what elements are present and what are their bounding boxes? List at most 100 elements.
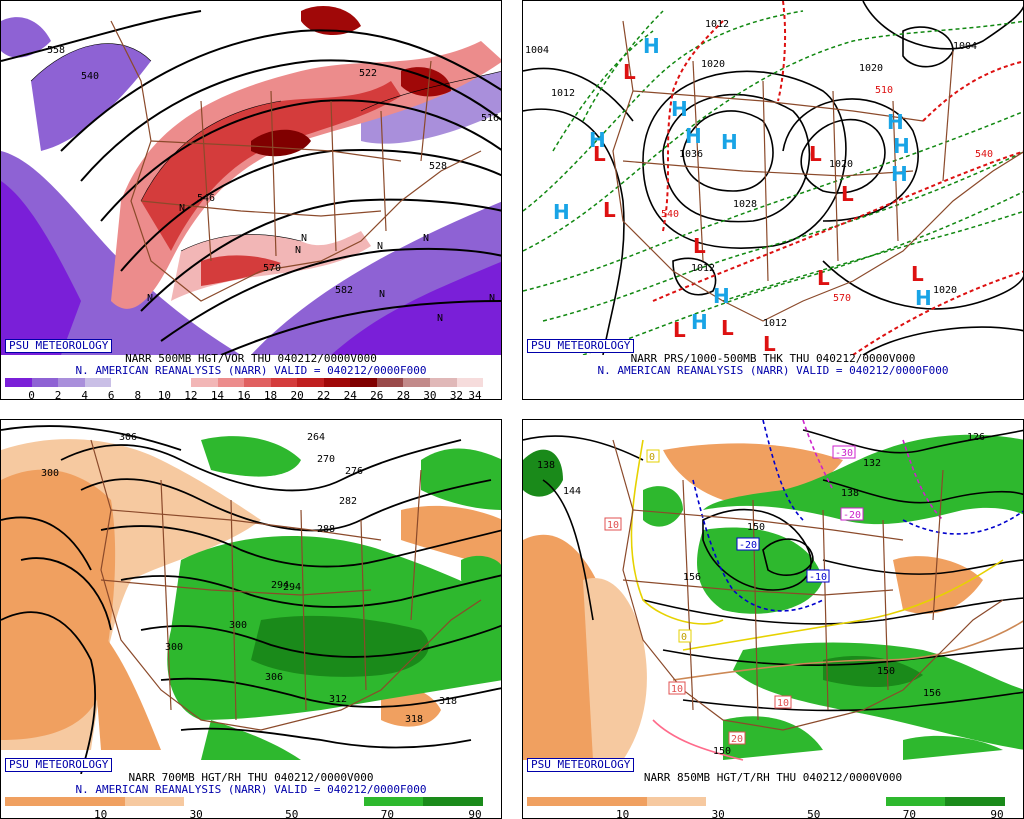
- colorbar-segment: [430, 378, 457, 387]
- caption-title: NARR 850MB HGT/T/RH THU 040212/0000V000: [643, 771, 903, 784]
- low-pressure-marker: L: [841, 182, 854, 206]
- temp-label: 0: [678, 629, 692, 643]
- high-pressure-marker: H: [887, 110, 904, 134]
- colorbar-segment: [5, 797, 65, 806]
- panel-850mb-temp-rh: 138 144 150 156 150 126 132 138 150 156 …: [522, 419, 1024, 819]
- isobar-label: 1036: [679, 149, 703, 160]
- colorbar-tick-label: 0: [28, 389, 35, 400]
- contour-label: 156: [683, 572, 701, 583]
- svg-text:-20: -20: [739, 540, 757, 551]
- colorbar-tick-label: 30: [423, 389, 437, 400]
- colorbar-segment: [945, 797, 1005, 806]
- high-pressure-marker: H: [691, 310, 708, 334]
- contour-label: 300: [165, 642, 183, 653]
- colorbar-tick-label: 30: [189, 808, 203, 819]
- svg-text:0: 0: [681, 632, 687, 643]
- panel-500mb-vorticity: 558 540 522 516 528 546 570 582 N N N N …: [0, 0, 502, 400]
- colorbar-segment: [111, 378, 138, 387]
- contour-label: 282: [339, 496, 357, 507]
- colorbar-segment: [527, 797, 587, 806]
- colorbar-tick-label: 4: [81, 389, 88, 400]
- colorbar-tick-label: 50: [285, 808, 299, 819]
- colorbar: [5, 797, 483, 806]
- high-pressure-marker: H: [589, 128, 606, 152]
- colorbar-segment: [31, 378, 59, 387]
- colorbar-segment: [303, 797, 364, 806]
- isobar-label: 1020: [933, 285, 957, 296]
- colorbar: [527, 797, 1005, 806]
- contour-label: 156: [923, 688, 941, 699]
- vorticity-map: 558 540 522 516 528 546 570 582 N N N N …: [1, 1, 501, 355]
- low-pressure-marker: L: [603, 198, 616, 222]
- contour-label: 306: [119, 432, 137, 443]
- n-marker: N: [301, 233, 307, 244]
- colorbar-segment: [124, 797, 185, 806]
- low-pressure-marker: L: [809, 142, 822, 166]
- low-pressure-marker: L: [763, 332, 776, 355]
- colorbar-segment: [5, 378, 32, 387]
- colorbar-segment: [64, 797, 125, 806]
- colorbar-segment: [190, 378, 218, 387]
- temp-label: 0: [646, 449, 660, 463]
- contour-label: 126: [967, 432, 985, 443]
- low-pressure-marker: L: [911, 262, 924, 286]
- colorbar-segment: [885, 797, 946, 806]
- psu-meteorology-label: PSU METEOROLOGY: [527, 339, 635, 353]
- svg-text:20: 20: [731, 734, 743, 745]
- caption-title: NARR 500MB HGT/VOR THU 040212/0000V000: [125, 352, 377, 365]
- contour-label: 540: [81, 71, 99, 82]
- temp-label: 10: [774, 695, 792, 709]
- svg-text:-10: -10: [809, 572, 827, 583]
- low-pressure-marker: L: [593, 142, 606, 166]
- svg-text:10: 10: [607, 520, 619, 531]
- colorbar-segment: [586, 797, 647, 806]
- colorbar-segment: [825, 797, 886, 806]
- contour-label: 276: [345, 466, 363, 477]
- isobar-label: 1012: [551, 88, 575, 99]
- contour-label: 288: [317, 524, 335, 535]
- temp-label: -20: [840, 507, 864, 521]
- colorbar-segment: [646, 797, 707, 806]
- colorbar-tick-label: 18: [263, 389, 278, 400]
- n-marker: N: [377, 241, 383, 252]
- colorbar-tick-label: 6: [107, 389, 115, 400]
- colorbar-tick-label: 32: [449, 389, 464, 400]
- contour-label: 270: [317, 454, 335, 465]
- colorbar-tick-label: 8: [134, 389, 142, 400]
- isobar-label: 1028: [733, 199, 757, 210]
- isobar-label: 1004: [525, 45, 549, 56]
- n-marker: N: [147, 293, 153, 304]
- colorbar-segment: [84, 378, 112, 387]
- colorbar-ticks: 10 30 50 70 90: [5, 808, 483, 819]
- temp850-map: 138 144 150 156 150 126 132 138 150 156 …: [523, 420, 1023, 774]
- caption-title: NARR 700MB HGT/RH THU 040212/0000V000: [128, 771, 374, 784]
- colorbar-tick-label: 14: [210, 389, 225, 400]
- colorbar-tick-label: 26: [370, 389, 384, 400]
- contour-label: 150: [747, 522, 765, 533]
- panel-700mb-rh: 306 294 300 276 282 288 294 300 300 306 …: [0, 419, 502, 819]
- colorbar-segment: [184, 797, 244, 806]
- colorbar-tick-label: 50: [807, 808, 821, 819]
- colorbar-tick-label: 30: [711, 808, 725, 819]
- temp-label: -20: [736, 537, 760, 551]
- colorbar-segment: [350, 378, 377, 387]
- psu-meteorology-label: PSU METEOROLOGY: [527, 758, 635, 772]
- caption-valid: N. AMERICAN REANALYSIS (NARR) VALID = 04…: [75, 783, 427, 796]
- temp-label: -10: [806, 569, 830, 583]
- contour-label: 144: [563, 486, 581, 497]
- contour-label: 294: [271, 580, 289, 591]
- contour-label: 312: [329, 694, 347, 705]
- colorbar-tick-label: 16: [237, 389, 251, 400]
- temp-label: 20: [728, 731, 746, 745]
- contour-label: 294: [283, 582, 301, 593]
- pressure-map: 1004 1012 1012 1020 1036 1028 1020 1004 …: [523, 1, 1023, 355]
- contour-label: 516: [481, 113, 499, 124]
- n-marker: N: [423, 233, 429, 244]
- contour-label: 558: [47, 45, 65, 56]
- colorbar-tick-label: 22: [317, 389, 331, 400]
- caption-valid: N. AMERICAN REANALYSIS (NARR) VALID = 04…: [597, 364, 949, 377]
- contour-label: 582: [335, 285, 353, 296]
- colorbar-segment: [244, 797, 304, 806]
- contour-label: 306: [265, 672, 283, 683]
- colorbar-segment: [270, 378, 298, 387]
